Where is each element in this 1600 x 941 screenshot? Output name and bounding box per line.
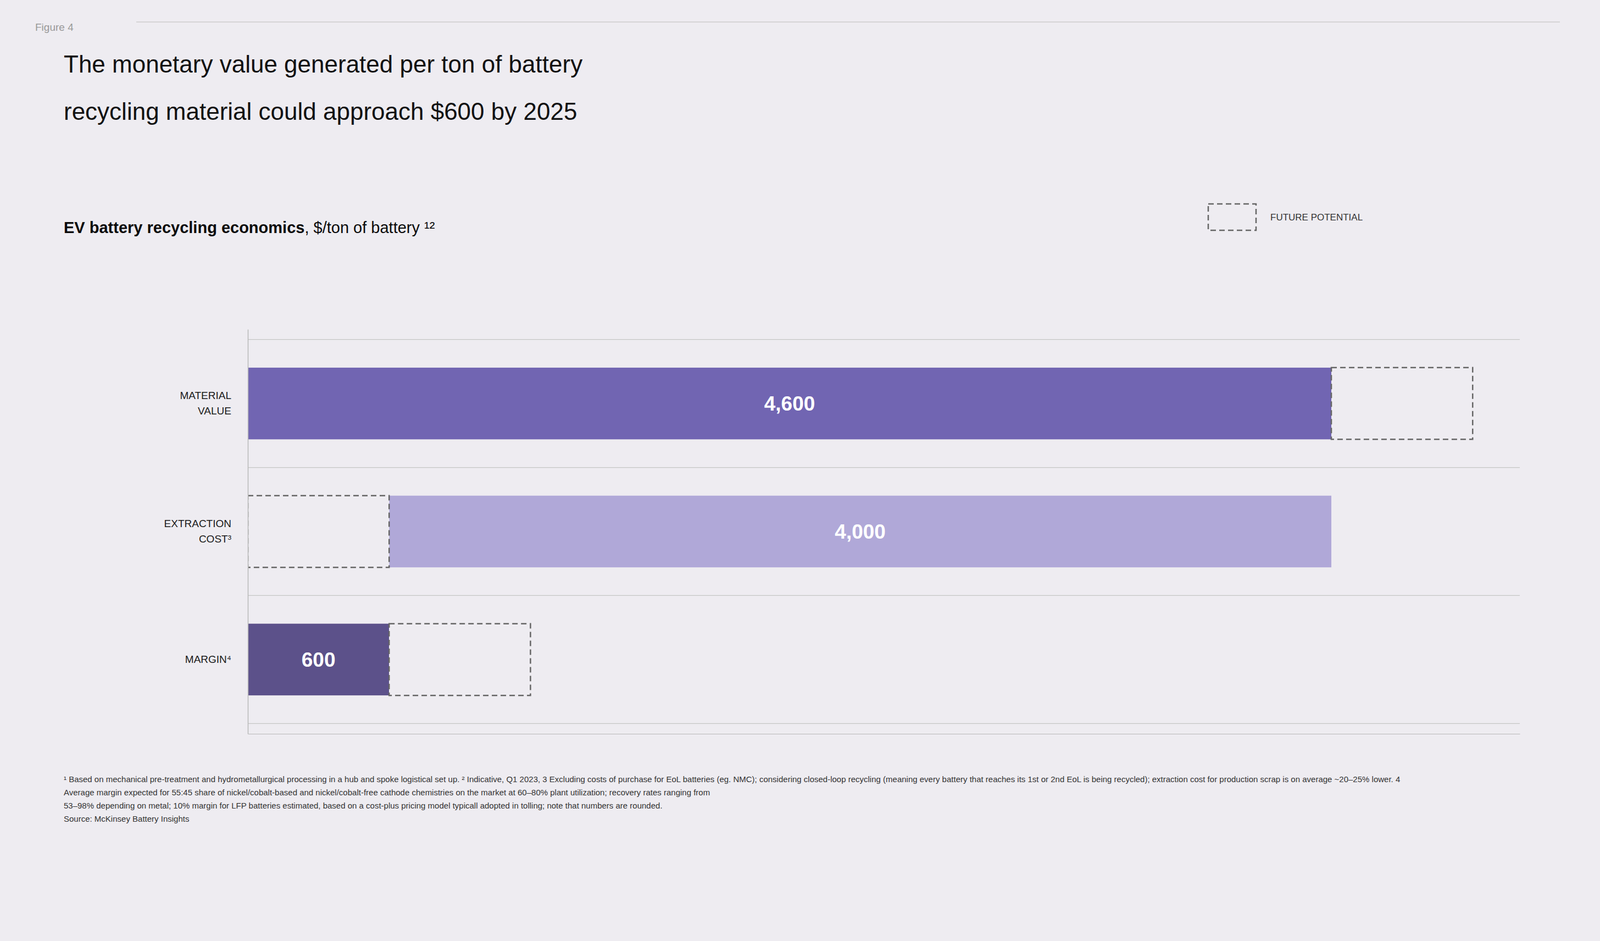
tick-label: MATERIAL VALUE — [179, 389, 232, 418]
future-box — [247, 495, 390, 568]
title-line: The monetary value generated per ton of … — [63, 50, 583, 78]
legend-label: FUTURE POTENTIAL — [1270, 212, 1363, 223]
future-box — [1331, 367, 1473, 440]
data-label: 4,000 — [834, 520, 886, 543]
separator — [247, 595, 1520, 596]
legend-entry: FUTURE POTENTIAL — [1208, 203, 1363, 231]
footer: ¹ Based on mechanical pre-treatment and … — [63, 774, 1400, 824]
title: The monetary value generated per ton of … — [63, 50, 583, 125]
rule — [136, 21, 1560, 23]
separator — [247, 339, 1520, 340]
legend: FUTURE POTENTIAL — [1208, 203, 1363, 231]
bar — [247, 623, 390, 696]
footer-line: ¹ Based on mechanical pre-treatment and … — [63, 774, 1400, 784]
marks — [247, 367, 1473, 696]
data-label: 4,600 — [764, 392, 816, 415]
separator — [247, 723, 1520, 724]
background — [0, 0, 1600, 941]
y-axis: MATERIAL VALUE EXTRACTION COST³ MARGIN⁴ — [164, 329, 249, 735]
tick-label-line: MARGIN⁴ — [185, 653, 232, 665]
tick-label: MARGIN⁴ — [185, 653, 232, 665]
separator — [247, 467, 1520, 468]
subtitle-part: EV battery recycling economics — [63, 218, 305, 237]
title-line: recycling material could approach $600 b… — [63, 97, 577, 125]
tick-label-line: VALUE — [197, 404, 232, 417]
footer-line: 53–98% depending on metal; 10% margin fo… — [63, 800, 663, 810]
legend-swatch — [1208, 203, 1257, 231]
axis-line — [248, 733, 1521, 735]
tick-label: EXTRACTION COST³ — [164, 517, 232, 546]
tick-label-line: MATERIAL — [179, 389, 232, 402]
subtitle: EV battery recycling economics, $/ton of… — [63, 218, 436, 237]
tick: MATERIAL VALUE — [179, 389, 248, 418]
footer-line: Source: McKinsey Battery Insights — [63, 813, 190, 824]
subtitle-part: , $/ton of battery ¹² — [304, 218, 435, 237]
bar — [247, 367, 1332, 440]
x-axis — [248, 733, 1521, 735]
chart: Figure 4 The monetary value generated per… — [0, 0, 1600, 941]
future-box — [389, 623, 531, 696]
bar — [389, 495, 1332, 568]
tick-label-line: COST³ — [198, 532, 232, 545]
tick: MARGIN⁴ — [185, 653, 248, 665]
footer-line: Average margin expected for 55:45 share … — [63, 787, 710, 797]
tick-label-line: EXTRACTION — [164, 517, 232, 530]
figure-label: Figure 4 — [35, 21, 74, 33]
data-label: 600 — [301, 648, 336, 671]
axis-line — [247, 329, 249, 735]
data-labels: 4,600 4,000 600 — [301, 392, 886, 671]
tick: EXTRACTION COST³ — [164, 517, 248, 546]
